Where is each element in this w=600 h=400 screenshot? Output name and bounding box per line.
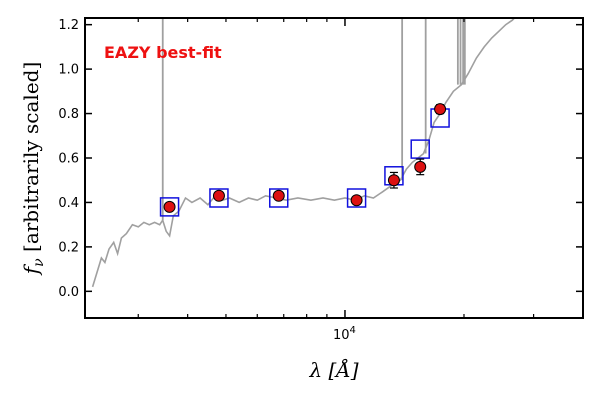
observed-point — [212, 189, 225, 202]
plot-frame — [84, 17, 584, 319]
observed-point — [387, 171, 400, 189]
x-tick-label: 104 — [333, 325, 356, 343]
y-tick-label: 0.6 — [58, 152, 79, 167]
observed-marker — [414, 160, 427, 173]
observed-point — [163, 200, 176, 213]
observed-point — [350, 194, 363, 207]
observed-marker — [163, 200, 176, 213]
model-photometry-square — [159, 197, 180, 217]
y-tick-label: 1.0 — [58, 63, 79, 78]
observed-marker — [212, 189, 225, 202]
observed-marker — [350, 194, 363, 207]
observed-point — [434, 103, 447, 116]
observed-point — [414, 158, 427, 176]
observed-point — [272, 189, 285, 202]
annotation-label: EAZY best-fit — [104, 43, 222, 62]
x-axis-title: λ [Å] — [308, 357, 358, 382]
y-tick-label: 0.2 — [58, 240, 79, 255]
observed-marker — [387, 174, 400, 187]
y-axis-title: fν [arbitrarily scaled] — [19, 62, 47, 277]
y-tick-label: 0.8 — [58, 107, 79, 122]
model-photometry-square — [269, 188, 289, 208]
model-photometry-square — [346, 188, 367, 208]
y-tick-label: 0.4 — [58, 196, 79, 211]
y-tick-label: 1.2 — [58, 18, 79, 33]
model-photometry-square — [410, 139, 430, 159]
observed-marker — [434, 103, 447, 116]
y-tick-label: 0.0 — [58, 285, 79, 300]
model-photometry-square — [209, 188, 229, 208]
observed-marker — [272, 189, 285, 202]
